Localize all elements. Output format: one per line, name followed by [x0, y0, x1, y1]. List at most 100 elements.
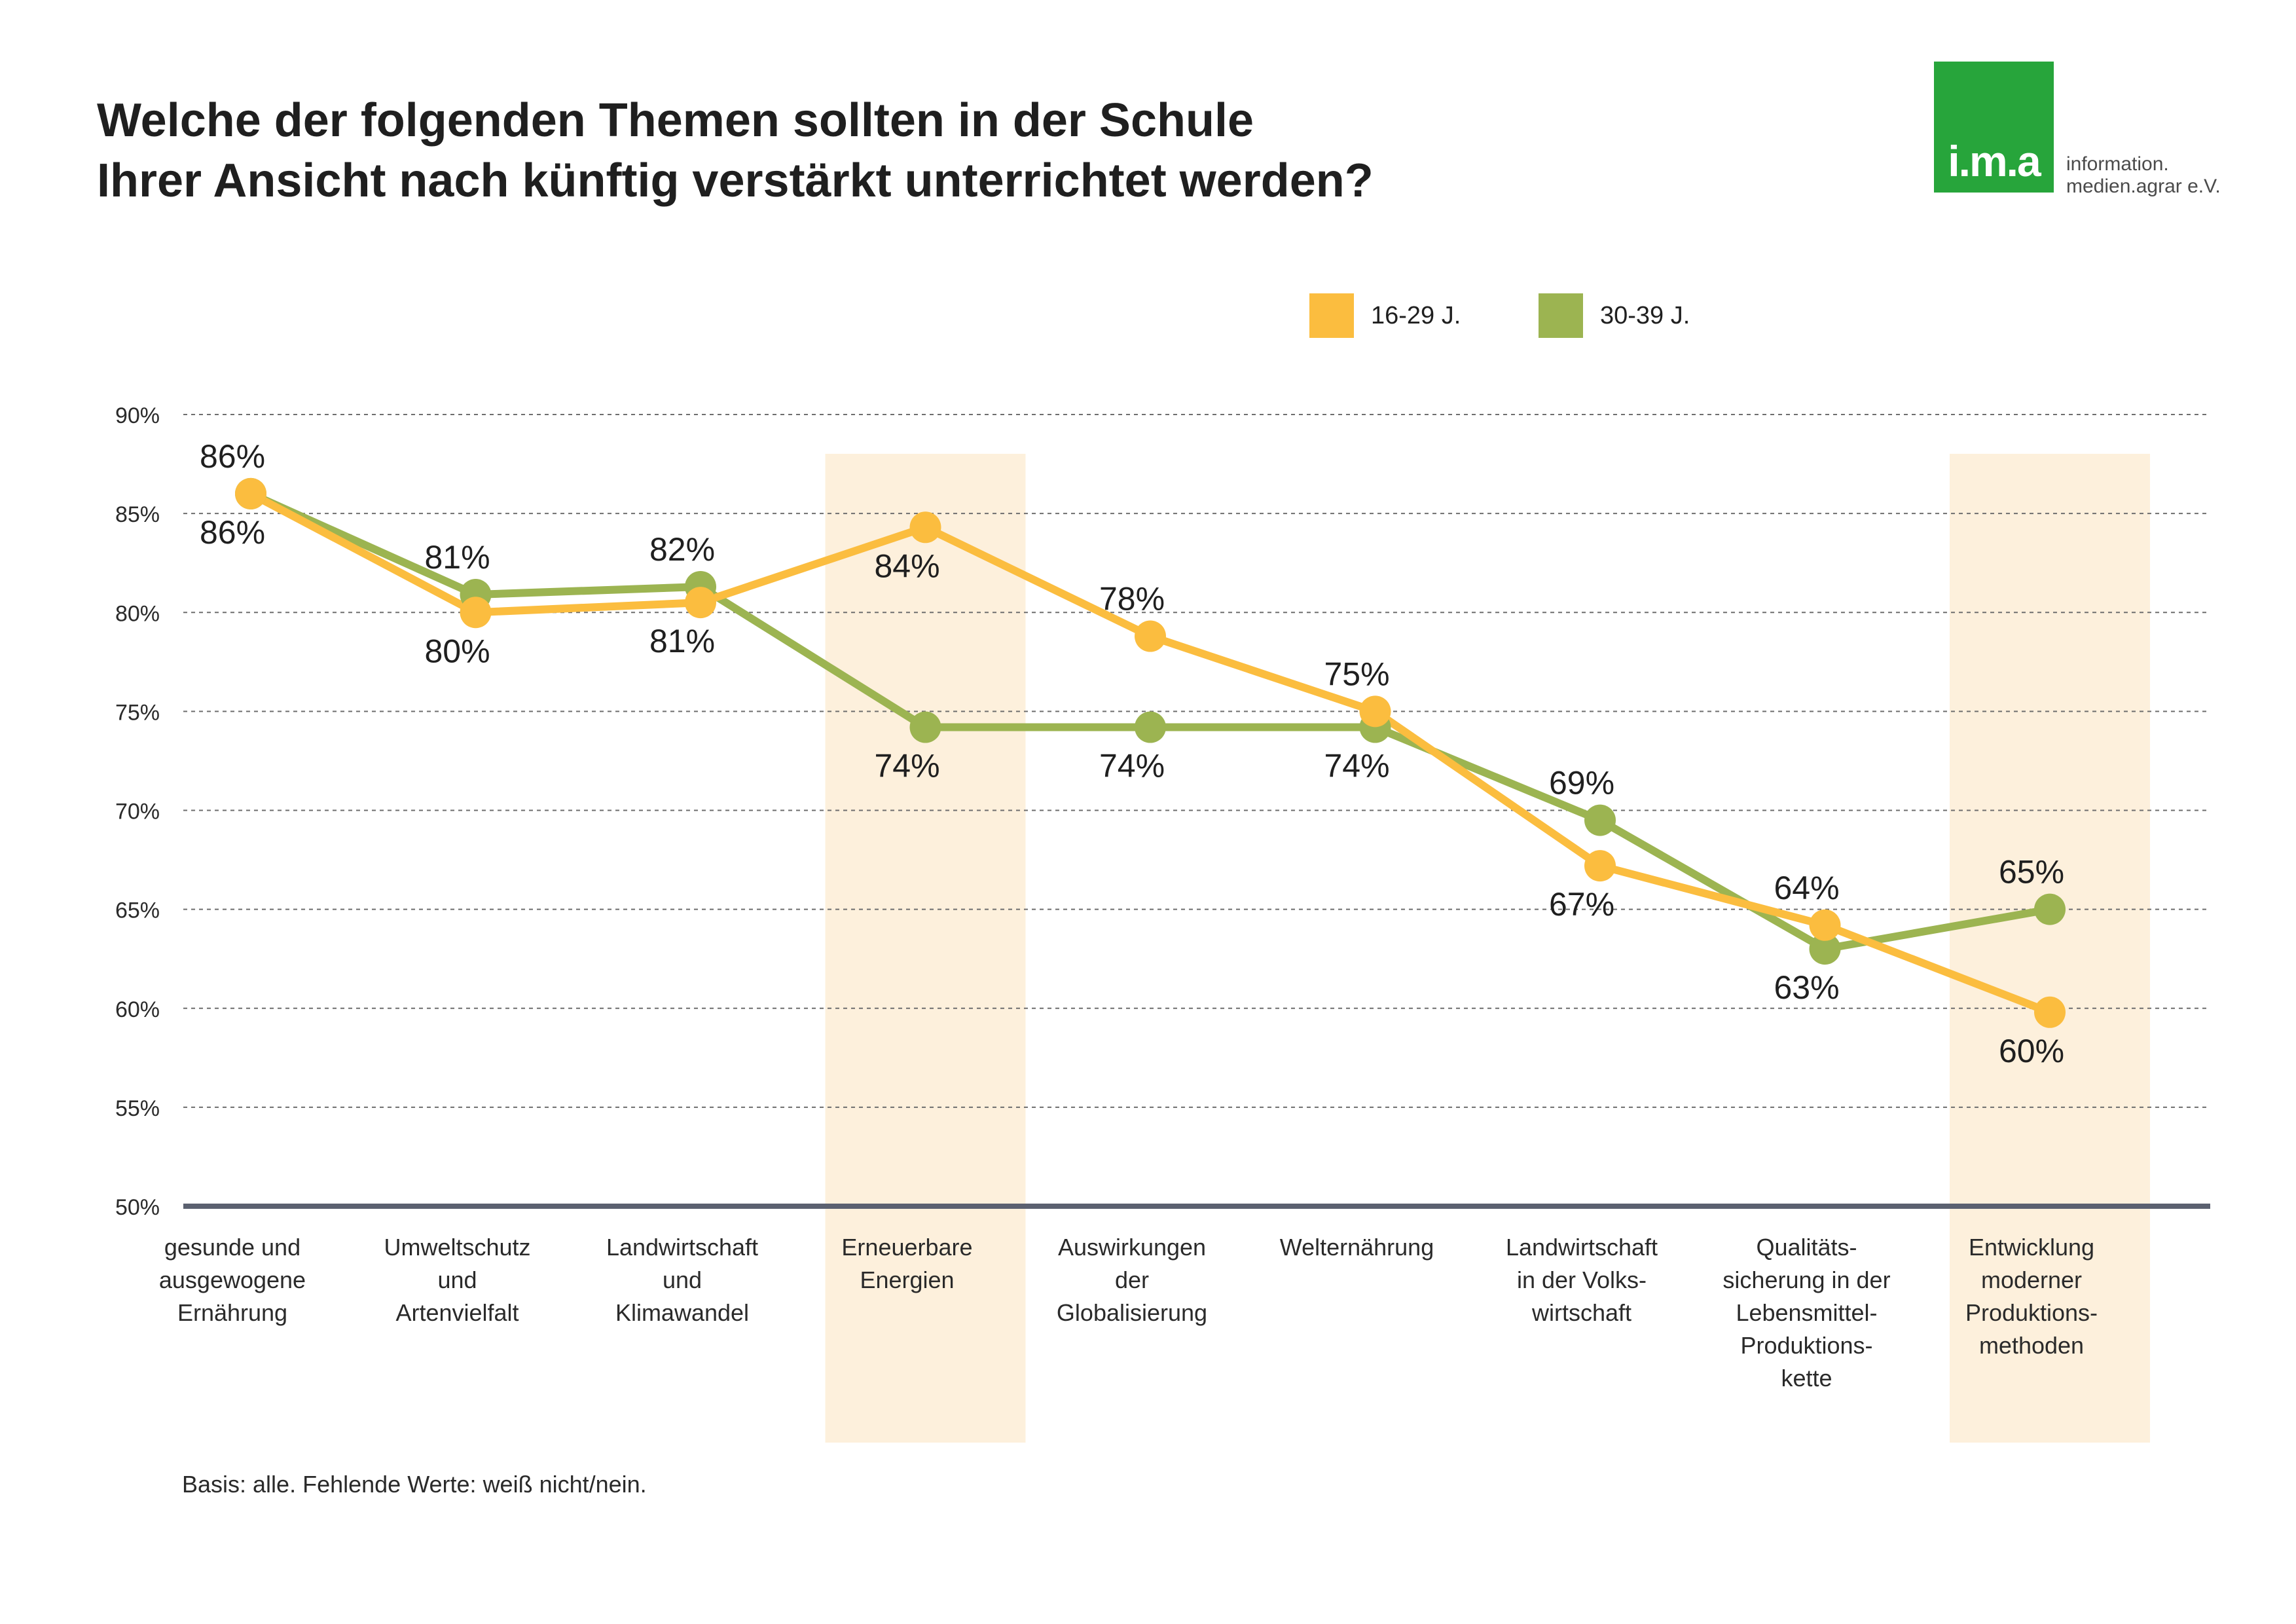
category-label: Welternährung [1252, 1231, 1462, 1264]
logo-mark: i.m.a [1948, 137, 2041, 185]
category-label-line: Welternährung [1279, 1234, 1434, 1261]
legend-label-30-39: 30-39 J. [1600, 301, 1690, 329]
data-point [460, 597, 492, 629]
y-tick-label: 50% [115, 1195, 160, 1220]
category-label: Landwirtschaft in der Volks-wirtschaft [1477, 1231, 1686, 1329]
data-label: 84% [874, 547, 939, 584]
data-label: 82% [649, 531, 715, 568]
data-label: 65% [1999, 854, 2064, 891]
category-label-line: methoden [1978, 1332, 2085, 1359]
category-label-line: Produktions- [1740, 1332, 1873, 1359]
footnote: Basis: alle. Fehlende Werte: weiß nicht/… [182, 1471, 647, 1498]
y-tick-label: 65% [115, 898, 160, 923]
y-tick-label: 90% [115, 403, 160, 428]
highlight-band [1950, 454, 2150, 1443]
y-tick-label: 80% [115, 601, 160, 626]
legend-item-16-29: 16-29 J. [1309, 293, 1461, 338]
category-label-line: der [1114, 1266, 1150, 1293]
category-label-line: Erneuerbare [841, 1234, 973, 1261]
data-point [1584, 804, 1616, 836]
legend-swatch-16-29 [1309, 293, 1354, 338]
category-label-line: Lebensmittel- [1736, 1299, 1878, 1326]
data-label: 69% [1549, 765, 1614, 802]
category-label-line: Produktions- [1965, 1299, 2098, 1326]
category-label-line: Klimawandel [615, 1299, 750, 1326]
category-label: Erneuerbare Energien [803, 1231, 1012, 1297]
category-label: Landwirtschaft und Klimawandel [577, 1231, 787, 1329]
category-label: Umweltschutz und Artenvielfalt [353, 1231, 562, 1329]
highlight-bands [825, 454, 2150, 1443]
data-label: 81% [424, 539, 490, 576]
legend-label-16-29: 16-29 J. [1371, 301, 1461, 329]
category-label-line: kette [1781, 1365, 1832, 1392]
category-label-line: in der Volks- [1516, 1266, 1647, 1293]
category-label-line: Entwicklung [1968, 1234, 2095, 1261]
category-label-line: Ernährung [177, 1299, 288, 1326]
data-label: 81% [649, 623, 715, 659]
data-point [2034, 893, 2066, 925]
data-point [1809, 933, 1841, 965]
y-tick-label: 55% [115, 1096, 160, 1121]
category-label-line: Umweltschutz [384, 1234, 531, 1261]
data-labels: 86% 80% 81% 84% 78% 75% 67% 64% 60% 86% 81% 82% 74% 7… [200, 438, 2064, 1069]
data-point [2034, 996, 2066, 1028]
chart-title-line2: Ihrer Ansicht nach künftig verstärkt unt… [97, 155, 1374, 207]
category-label-line: Artenvielfalt [395, 1299, 519, 1326]
logo-text-line1: information. [2066, 153, 2169, 175]
category-label: gesunde und ausgewogene Ernährung [128, 1231, 337, 1329]
category-label-line: Landwirtschaft [1505, 1234, 1658, 1261]
category-label-line: Energien [860, 1266, 955, 1293]
category-label: Auswirkungen der Globalisierung [1027, 1231, 1237, 1329]
grid-lines [183, 414, 2210, 1108]
logo-badge: i.m.a [1934, 62, 2054, 193]
data-label: 74% [874, 748, 939, 784]
data-point [1135, 620, 1166, 652]
data-point [1359, 695, 1391, 728]
data-label: 60% [1999, 1033, 2064, 1069]
data-label: 63% [1774, 969, 1839, 1006]
data-label: 75% [1324, 655, 1389, 692]
data-point [685, 587, 716, 619]
y-axis-ticks: 50% 55% 60% 65% 70% 75% 80% 85% 90% [115, 403, 160, 1220]
category-label-line: Qualitäts- [1756, 1234, 1857, 1261]
data-label: 74% [1099, 748, 1165, 784]
category-label-line: und [662, 1266, 702, 1293]
category-label-line: ausgewogene [158, 1266, 306, 1293]
data-label: 78% [1099, 581, 1165, 618]
data-label: 67% [1549, 886, 1614, 923]
y-tick-label: 75% [115, 700, 160, 725]
highlight-band [825, 454, 1026, 1443]
data-point [1809, 909, 1841, 941]
data-point [1135, 711, 1166, 743]
category-label-line: gesunde und [164, 1234, 301, 1261]
data-point [909, 511, 941, 544]
data-label: 86% [200, 514, 265, 551]
category-label-line: Landwirtschaft [606, 1234, 759, 1261]
category-label-line: Auswirkungen [1057, 1234, 1207, 1261]
category-label: Qualitäts-sicherung in der Lebensmittel- P… [1702, 1231, 1912, 1395]
data-point [909, 711, 941, 743]
chart-title: Welche der folgenden Themen sollten in d… [97, 90, 1374, 211]
y-tick-label: 70% [115, 800, 160, 824]
category-label: Entwicklung moderner Produktions-methoden [1927, 1231, 2136, 1362]
data-label: 64% [1774, 870, 1839, 906]
y-tick-label: 85% [115, 502, 160, 527]
data-label: 80% [424, 633, 490, 669]
chart-title-line1: Welche der folgenden Themen sollten in d… [97, 94, 1254, 147]
category-label-line: moderner [1980, 1266, 2083, 1293]
data-label: 74% [1324, 748, 1389, 784]
legend-swatch-30-39 [1539, 293, 1583, 338]
data-label: 86% [200, 438, 265, 475]
logo-text-line2: medien.agrar e.V. [2066, 175, 2221, 197]
category-label-line: wirtschaft [1531, 1299, 1632, 1326]
legend-item-30-39: 30-39 J. [1539, 293, 1690, 338]
category-label-line: sicherung in der [1722, 1266, 1891, 1293]
data-point [235, 477, 266, 509]
category-label-line: Globalisierung [1056, 1299, 1208, 1326]
series-points [235, 477, 2066, 1028]
y-tick-label: 60% [115, 997, 160, 1022]
data-point [1584, 850, 1616, 882]
category-label-line: und [437, 1266, 477, 1293]
logo-text: information. medien.agrar e.V. [2066, 153, 2221, 198]
